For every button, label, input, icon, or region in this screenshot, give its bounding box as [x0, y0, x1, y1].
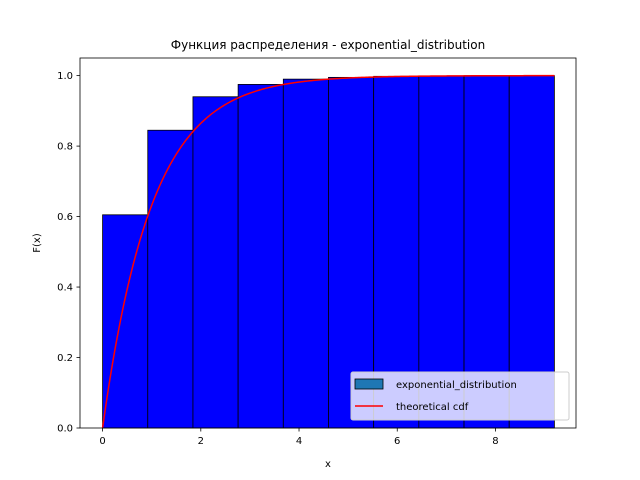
x-axis-ticks: 0 2 4 6 8	[99, 428, 499, 447]
x-tick-label: 2	[198, 436, 204, 447]
legend-label-line: theoretical cdf	[396, 402, 469, 413]
theoretical-cdf-line	[101, 74, 555, 429]
x-tick-label: 0	[99, 436, 105, 447]
chart-title: Функция распределения - exponential_dist…	[171, 38, 485, 52]
histogram-bar-8	[418, 75, 465, 429]
histogram-bar-7	[373, 75, 420, 429]
histogram-bar-3	[192, 96, 239, 429]
histogram-bar-9	[463, 75, 510, 429]
y-axis-label: F(x)	[32, 233, 43, 253]
legend-box	[350, 371, 570, 421]
legend-histogram-swatch	[354, 378, 384, 390]
legend: exponential_distribution theoretical cdf	[350, 371, 570, 421]
x-tick-label: 6	[394, 436, 400, 447]
y-tick-label: 1.0	[57, 71, 73, 82]
y-tick-label: 0.4	[57, 283, 73, 294]
plot-area	[101, 74, 555, 429]
histogram-bar-5	[282, 78, 329, 429]
histogram-bar-1	[102, 214, 149, 429]
x-tick-label: 8	[492, 436, 498, 447]
histogram-bar-4	[237, 84, 284, 429]
x-axis-label: x	[325, 459, 331, 470]
y-axis-ticks: 0.0 0.2 0.4 0.6 0.8 1.0	[57, 71, 80, 435]
y-tick-label: 0.6	[57, 212, 73, 223]
histogram-bar-10	[508, 75, 555, 429]
legend-label-histogram: exponential_distribution	[396, 380, 517, 391]
histogram-bar-2	[147, 129, 194, 429]
y-tick-label: 0.0	[57, 424, 73, 435]
axes-frame	[79, 57, 577, 429]
x-tick-label: 4	[296, 436, 302, 447]
y-tick-label: 0.8	[57, 142, 73, 153]
y-tick-label: 0.2	[57, 353, 73, 364]
